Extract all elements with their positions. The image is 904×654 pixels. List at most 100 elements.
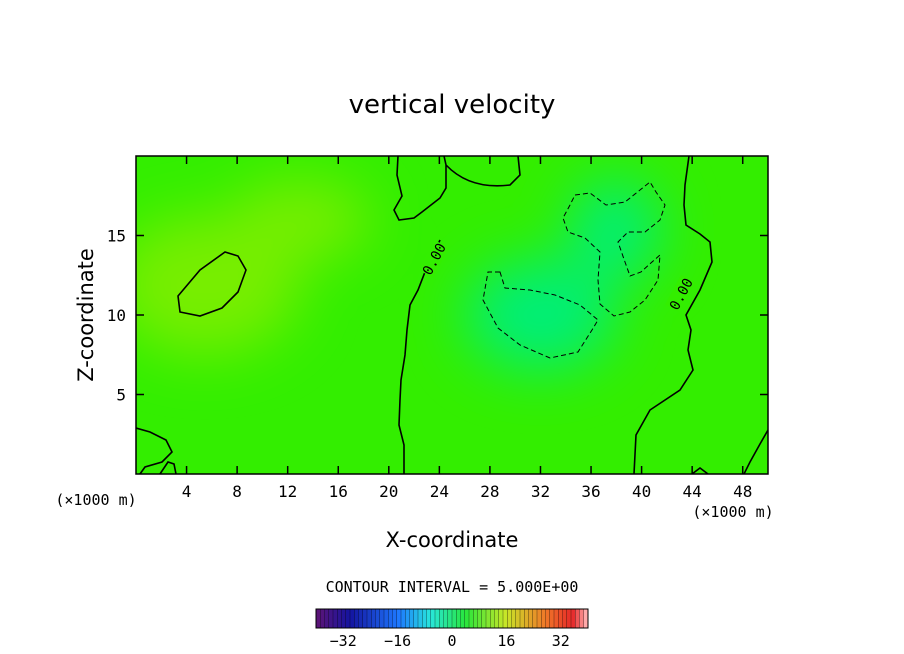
colorbar-swatch xyxy=(468,608,474,629)
colorbar-swatch xyxy=(396,608,402,629)
colorbar-tick-label: 16 xyxy=(497,632,515,650)
colorbar-swatch xyxy=(562,608,568,629)
colorbar-tick-label: 32 xyxy=(552,632,570,650)
colorbar-swatch xyxy=(447,608,453,629)
negative-anomaly-center xyxy=(465,260,615,370)
x-tick-label: 48 xyxy=(733,482,752,501)
colorbar-swatch xyxy=(451,608,457,629)
x-tick-label: 40 xyxy=(632,482,651,501)
colorbar-swatch xyxy=(328,608,334,629)
colorbar-swatch xyxy=(400,608,406,629)
y-axis: 5 10 15 xyxy=(107,227,768,405)
x-tick-label: 12 xyxy=(278,482,297,501)
field-blobs xyxy=(136,180,660,370)
colorbar-swatch xyxy=(498,608,504,629)
colorbar-swatch xyxy=(358,608,364,629)
colorbar-swatch xyxy=(456,608,461,629)
x-unit-right: (×1000 m) xyxy=(692,503,773,521)
colorbar-swatch xyxy=(349,608,355,629)
colorbar-swatch xyxy=(392,608,398,629)
colorbar-swatch xyxy=(524,608,529,629)
colorbar-swatch xyxy=(481,608,487,629)
colorbar-swatch xyxy=(490,608,495,629)
x-tick-label: 20 xyxy=(379,482,398,501)
colorbar-swatch xyxy=(511,608,517,629)
colorbar: −32 −16 0 16 32 xyxy=(315,608,589,650)
y-tick-label: 15 xyxy=(107,227,126,246)
colorbar-swatch xyxy=(426,608,432,629)
zero-contour-bottom-right xyxy=(691,429,768,474)
colorbar-swatch xyxy=(362,608,368,629)
colorbar-swatch xyxy=(575,608,580,629)
colorbar-swatch xyxy=(532,608,538,629)
colorbar-swatch xyxy=(485,608,491,629)
colorbar-swatch xyxy=(315,608,321,629)
colorbar-swatch xyxy=(430,608,436,629)
colorbar-swatch xyxy=(371,608,376,629)
x-axis-label: X-coordinate xyxy=(386,528,519,552)
zero-contour-positive-loop xyxy=(177,251,247,317)
colorbar-swatch xyxy=(388,608,393,629)
x-unit-left: (×1000 m) xyxy=(55,491,136,509)
y-axis-label: Z-coordinate xyxy=(74,248,98,382)
colorbar-swatch xyxy=(320,608,325,629)
y-tick-label: 10 xyxy=(107,306,126,325)
colorbar-swatch xyxy=(439,608,444,629)
colorbar-swatch xyxy=(519,608,525,629)
x-tick-label: 4 xyxy=(182,482,192,501)
colorbar-swatch xyxy=(536,608,542,629)
y-tick-label: 5 xyxy=(116,386,126,405)
contour-interval: CONTOUR INTERVAL = 5.000E+00 xyxy=(326,578,579,596)
x-tick-label: 36 xyxy=(581,482,600,501)
negative-contours xyxy=(482,181,666,359)
colorbar-swatch xyxy=(434,608,440,629)
colorbar-swatch xyxy=(473,608,478,629)
colorbar-tick-label: −32 xyxy=(330,632,357,650)
colorbar-swatch xyxy=(409,608,415,629)
colorbar-swatch xyxy=(502,608,508,629)
zero-contour-left xyxy=(393,156,521,474)
chart-title: vertical velocity xyxy=(349,90,556,120)
x-tick-label: 8 xyxy=(232,482,242,501)
colorbar-swatch xyxy=(341,608,347,629)
colorbar-swatch xyxy=(383,608,389,629)
negative-contour-upper xyxy=(562,181,666,317)
colorbar-swatch xyxy=(354,608,359,629)
colorbar-swatch xyxy=(566,608,572,629)
colorbar-swatch xyxy=(443,608,449,629)
x-tick-label: 44 xyxy=(683,482,702,501)
colorbar-swatch xyxy=(541,608,546,629)
colorbar-swatch xyxy=(553,608,559,629)
colorbar-swatch xyxy=(494,608,500,629)
colorbar-frame xyxy=(315,608,589,629)
colorbar-swatch xyxy=(549,608,555,629)
colorbar-swatch xyxy=(570,608,576,629)
positive-anomaly-top xyxy=(230,180,370,260)
x-tick-label: 28 xyxy=(480,482,499,501)
colorbar-swatch xyxy=(405,608,410,629)
negative-anomaly-upper xyxy=(570,180,660,280)
colorbar-swatch xyxy=(477,608,483,629)
colorbar-swatch xyxy=(460,608,466,629)
colorbar-swatch xyxy=(515,608,521,629)
colorbar-swatch xyxy=(324,608,330,629)
x-tick-label: 32 xyxy=(531,482,550,501)
zero-contours xyxy=(136,156,768,474)
colorbar-swatch xyxy=(558,608,563,629)
colorbar-swatch xyxy=(422,608,427,629)
x-tick-label: 16 xyxy=(329,482,348,501)
colorbar-swatch xyxy=(413,608,419,629)
x-axis: 4 8 12 16 20 24 28 32 36 40 44 48 xyxy=(182,156,752,501)
colorbar-swatch xyxy=(464,608,470,629)
colorbar-swatch xyxy=(337,608,342,629)
colorbar-swatch xyxy=(379,608,385,629)
zero-contour-bottom-left xyxy=(136,427,177,474)
plot-area: 0.00 0.00 xyxy=(136,156,768,474)
x-tick-label: 24 xyxy=(430,482,449,501)
colorbar-swatch xyxy=(507,608,512,629)
colorbar-tick-label: −16 xyxy=(384,632,411,650)
colorbar-swatch xyxy=(332,608,338,629)
colorbar-swatch xyxy=(366,608,372,629)
zero-contour-right xyxy=(633,156,713,474)
